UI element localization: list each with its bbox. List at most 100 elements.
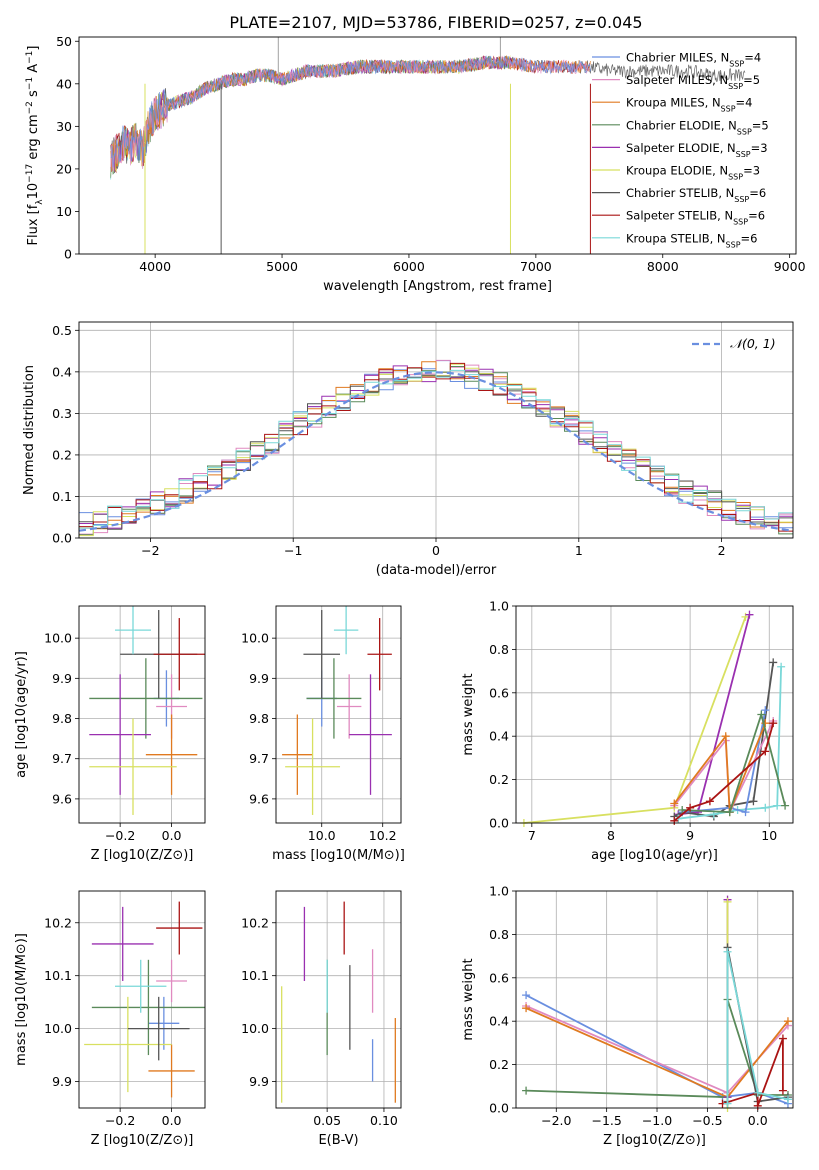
y-axis-label: Normed distribution — [22, 365, 37, 495]
legend-label-chabrier_miles: Chabrier MILES, NSSP=4 — [626, 51, 761, 69]
y-tick-label: 0.4 — [52, 364, 72, 379]
weight-marker-salpeter_stelib — [778, 1034, 787, 1043]
y-tick-label: 1.0 — [489, 599, 509, 614]
x-axis-label: E(B-V) — [318, 1133, 358, 1148]
y-tick-label: 40 — [56, 76, 72, 91]
weight-marker-kroupa_stelib — [723, 1099, 732, 1108]
y-tick-label: 0.1 — [52, 489, 72, 504]
legend-label-chabrier_elodie: Chabrier ELODIE, NSSP=5 — [626, 118, 769, 136]
y-tick-label: 0.2 — [489, 772, 509, 787]
x-tick-label: 9000 — [774, 259, 806, 274]
weight-marker-kroupa_miles — [761, 719, 770, 728]
mass_vs_ebv-panel: 0.05 0.10 9.9 10.0 10.1 10.2 E(B-V) — [241, 890, 402, 1148]
weight-marker-kroupa_stelib — [773, 801, 782, 810]
weight-marker-chabrier_elodie — [522, 1086, 531, 1095]
legend-label-salpeter_elodie: Salpeter ELODIE, NSSP=3 — [626, 141, 768, 159]
y-tick-label: 0.6 — [489, 970, 509, 985]
weight-marker-chabrier_elodie — [757, 710, 766, 719]
x-tick-label: 0.0 — [162, 1113, 182, 1128]
weight-marker-salpeter_stelib — [686, 803, 695, 812]
x-tick-label: 0.10 — [370, 1113, 398, 1128]
mass_weight_vs_age-panel: 7 8 9 10 0.0 0.2 0.4 0.6 0.8 1.0 age [log10(age/yr… — [461, 599, 794, 863]
weight-marker-chabrier_elodie — [781, 801, 790, 810]
x-tick-label: 7000 — [520, 259, 552, 274]
y-tick-label: 9.6 — [249, 791, 269, 806]
y-tick-label: 10.1 — [241, 968, 269, 983]
spectrum-panel: 4000 5000 6000 7000 8000 9000 0 10 20 30 40 50 wavel… — [25, 34, 806, 294]
x-tick-label: 0.0 — [162, 828, 182, 843]
x-tick-label: 10 — [761, 828, 777, 843]
y-tick-label: 0.8 — [489, 927, 509, 942]
spectrum-line-chabrier_miles — [110, 54, 591, 168]
y-tick-label: 9.7 — [52, 751, 72, 766]
weight-marker-salpeter_stelib — [769, 719, 778, 728]
weight-marker-kroupa_stelib — [723, 947, 732, 956]
x-axis-label: Z [log10(Z/Z⊙)] — [91, 848, 194, 863]
weight-marker-kroupa_stelib — [753, 1088, 762, 1097]
legend-label-chabrier_stelib: Chabrier STELIB, NSSP=6 — [626, 186, 766, 204]
y-tick-label: 0.2 — [52, 447, 72, 462]
x-tick-label: 1 — [575, 543, 583, 558]
y-tick-label: 9.9 — [52, 671, 72, 686]
y-tick-label: 20 — [56, 161, 72, 176]
plots-layer: 4000 5000 6000 7000 8000 900001020304050wavel… — [14, 34, 806, 1148]
y-axis-label: mass weight — [461, 958, 476, 1040]
y-tick-label: 10.2 — [44, 915, 72, 930]
weight-line-chabrier_elodie — [682, 711, 786, 814]
weight-marker-salpeter_stelib — [705, 797, 714, 806]
weight-marker-kroupa_miles — [522, 1004, 531, 1013]
y-tick-label: 50 — [56, 34, 72, 49]
x-axis-label: age [log10(age/yr)] — [591, 848, 718, 863]
weight-marker-kroupa_miles — [783, 1017, 792, 1026]
weight-marker-chabrier_miles — [761, 706, 770, 715]
x-tick-label: −0.2 — [105, 1113, 135, 1128]
axes-frame — [78, 36, 797, 255]
x-axis-label: Z [log10(Z/Z⊙)] — [91, 1133, 194, 1148]
y-axis-label: mass weight — [461, 673, 476, 755]
axes-frame — [515, 605, 794, 824]
weight-marker-chabrier_stelib — [749, 797, 758, 806]
legend-label-salpeter_miles: Salpeter MILES, NSSP=5 — [626, 73, 760, 91]
weight-line-kroupa_stelib — [726, 951, 789, 1104]
x-tick-label: 5000 — [266, 259, 298, 274]
y-tick-label: 9.9 — [249, 1074, 269, 1089]
weight-marker-salpeter_stelib — [670, 816, 679, 825]
weight-line-chabrier_miles — [682, 710, 767, 814]
axes-frame — [275, 890, 402, 1109]
y-tick-label: 0.4 — [489, 1014, 509, 1029]
legend-label-salpeter_stelib: Salpeter STELIB, NSSP=6 — [626, 209, 765, 227]
x-tick-label: −1 — [284, 543, 302, 558]
axes-frame — [78, 605, 206, 824]
y-tick-label: 10.0 — [241, 631, 269, 646]
y-tick-label: 9.9 — [249, 671, 269, 686]
x-tick-label: 6000 — [393, 259, 425, 274]
weight-marker-salpeter_elodie — [745, 610, 754, 619]
y-tick-label: 10.1 — [44, 968, 72, 983]
y-tick-label: 0.3 — [52, 406, 72, 421]
y-tick-label: 9.6 — [52, 791, 72, 806]
x-tick-label: 9 — [686, 828, 694, 843]
x-tick-label: 2 — [718, 543, 726, 558]
y-axis-label: age [log10(age/yr)] — [14, 651, 29, 778]
x-tick-label: 0.0 — [748, 1113, 768, 1128]
legend-label-kroupa_elodie: Kroupa ELODIE, NSSP=3 — [626, 164, 760, 182]
x-tick-label: −1.0 — [642, 1113, 672, 1128]
weight-marker-chabrier_elodie — [725, 808, 734, 817]
weight-marker-kroupa_stelib — [761, 803, 770, 812]
y-tick-label: 9.7 — [249, 751, 269, 766]
x-tick-label: 0 — [432, 543, 440, 558]
axes-frame — [515, 890, 794, 1109]
y-tick-label: 0 — [64, 247, 72, 262]
x-tick-label: 8 — [607, 828, 615, 843]
x-axis-label: mass [log10(M/M⊙)] — [272, 848, 405, 863]
x-tick-label: 8000 — [647, 259, 679, 274]
y-tick-label: 10.0 — [44, 631, 72, 646]
x-tick-label: 10.0 — [308, 828, 336, 843]
weight-line-chabrier_miles — [525, 994, 789, 1105]
mass_vs_z-panel: −0.2 0.0 9.9 10.0 10.1 10.2 Z [log10(Z/Z⊙)] mas… — [14, 890, 206, 1148]
x-axis-label: (data-model)/error — [376, 563, 497, 578]
legend-label-normal: 𝒩(0, 1) — [730, 336, 776, 351]
y-tick-label: 1.0 — [489, 884, 509, 899]
y-tick-label: 0.0 — [489, 1101, 509, 1116]
weight-line-kroupa_stelib — [678, 666, 782, 820]
